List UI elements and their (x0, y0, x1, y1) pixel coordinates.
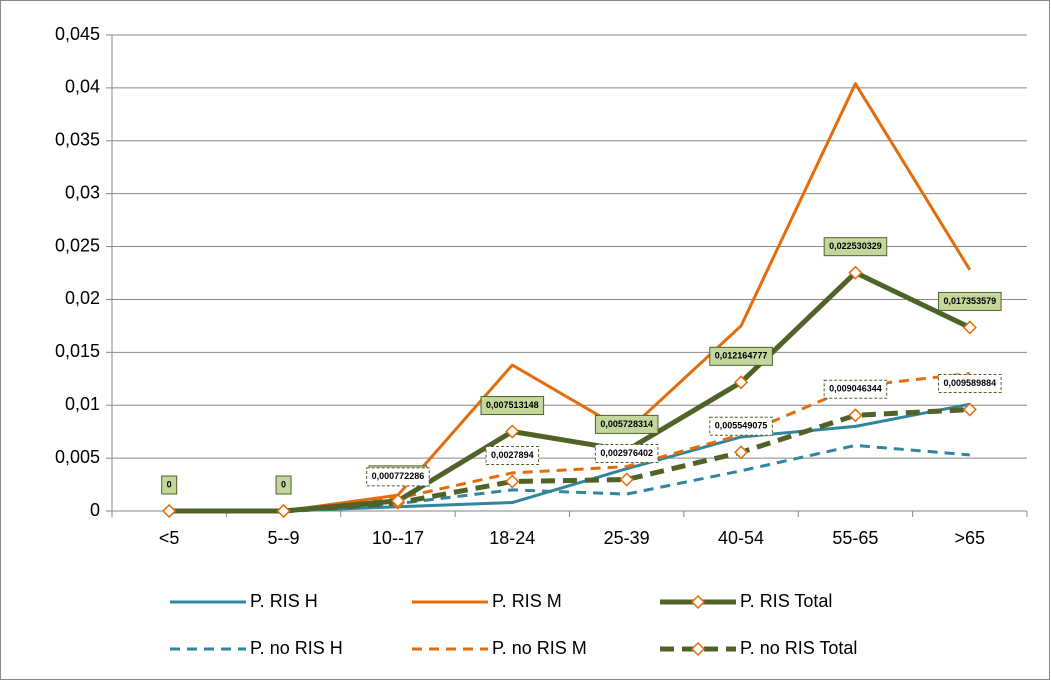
value-label: 0,012164777 (715, 351, 768, 361)
x-tick-label: 25-39 (604, 528, 650, 548)
x-tick-label: 18-24 (489, 528, 535, 548)
value-label: 0,005549075 (715, 421, 768, 431)
y-tick-label: 0,01 (65, 394, 100, 414)
point-marker (848, 265, 863, 280)
value-label-box (480, 396, 545, 416)
value-label: 0,007513148 (486, 400, 539, 410)
x-tick-label: 10--17 (372, 528, 424, 548)
point-marker (619, 472, 634, 487)
value-label-box (594, 444, 659, 464)
y-tick-label: 0,035 (55, 130, 100, 150)
legend-marker (690, 594, 706, 610)
x-tick-label: 5--9 (268, 528, 300, 548)
y-tick-label: 0,04 (65, 77, 100, 97)
series-line (169, 443, 970, 513)
value-label: 0,0027894 (491, 450, 534, 460)
y-tick-label: 0,005 (55, 447, 100, 467)
legend-label: P. RIS H (250, 591, 318, 611)
point-marker (276, 503, 291, 519)
point-marker (962, 320, 977, 335)
point-marker (848, 408, 863, 423)
y-tick-label: 0,045 (55, 24, 100, 44)
point-marker (962, 402, 977, 417)
series-line (169, 270, 971, 514)
legend-label: P. RIS M (492, 591, 562, 611)
y-tick-label: 0,015 (55, 341, 100, 361)
value-label: 0,009589884 (944, 378, 997, 388)
value-label: 0,005728314 (600, 419, 653, 429)
legend-label: P. no RIS H (250, 638, 343, 658)
point-marker (390, 493, 405, 508)
point-marker (505, 424, 520, 439)
value-label-box (161, 475, 178, 495)
value-label: 0,009046344 (829, 384, 882, 394)
y-tick-label: 0,03 (65, 182, 100, 202)
legend-marker (690, 641, 706, 657)
point-marker (734, 445, 749, 460)
value-label-box (709, 416, 773, 436)
x-tick-label: 55-65 (832, 528, 878, 548)
value-label: 0,017353579 (944, 296, 997, 306)
y-tick-label: 0,025 (55, 235, 100, 255)
value-label: 0,002976402 (600, 448, 653, 458)
legend-label: P. no RIS M (492, 638, 587, 658)
x-tick-label: <5 (159, 528, 180, 548)
value-label-box (275, 475, 292, 495)
value-label-box (594, 414, 659, 434)
value-label-box (938, 291, 1002, 311)
x-tick-label: >65 (955, 528, 986, 548)
y-tick-label: 0 (90, 500, 100, 520)
value-label: 0,022530329 (829, 241, 882, 251)
legend-label: P. RIS Total (740, 591, 832, 611)
y-tick-label: 0,02 (65, 288, 100, 308)
point-marker (734, 375, 749, 390)
value-label-box (938, 374, 1002, 394)
value-label: 0 (167, 479, 172, 489)
value-label-box (485, 445, 540, 465)
legend-label: P. no RIS Total (740, 638, 857, 658)
value-label-box (823, 379, 888, 399)
value-label: 0,000772286 (372, 471, 425, 481)
value-label-box (366, 467, 430, 487)
value-label-box (709, 346, 773, 366)
value-label: 0 (281, 479, 286, 489)
x-tick-label: 40-54 (718, 528, 764, 548)
value-label-box (823, 237, 888, 257)
point-marker (162, 503, 177, 519)
point-marker (505, 474, 520, 489)
